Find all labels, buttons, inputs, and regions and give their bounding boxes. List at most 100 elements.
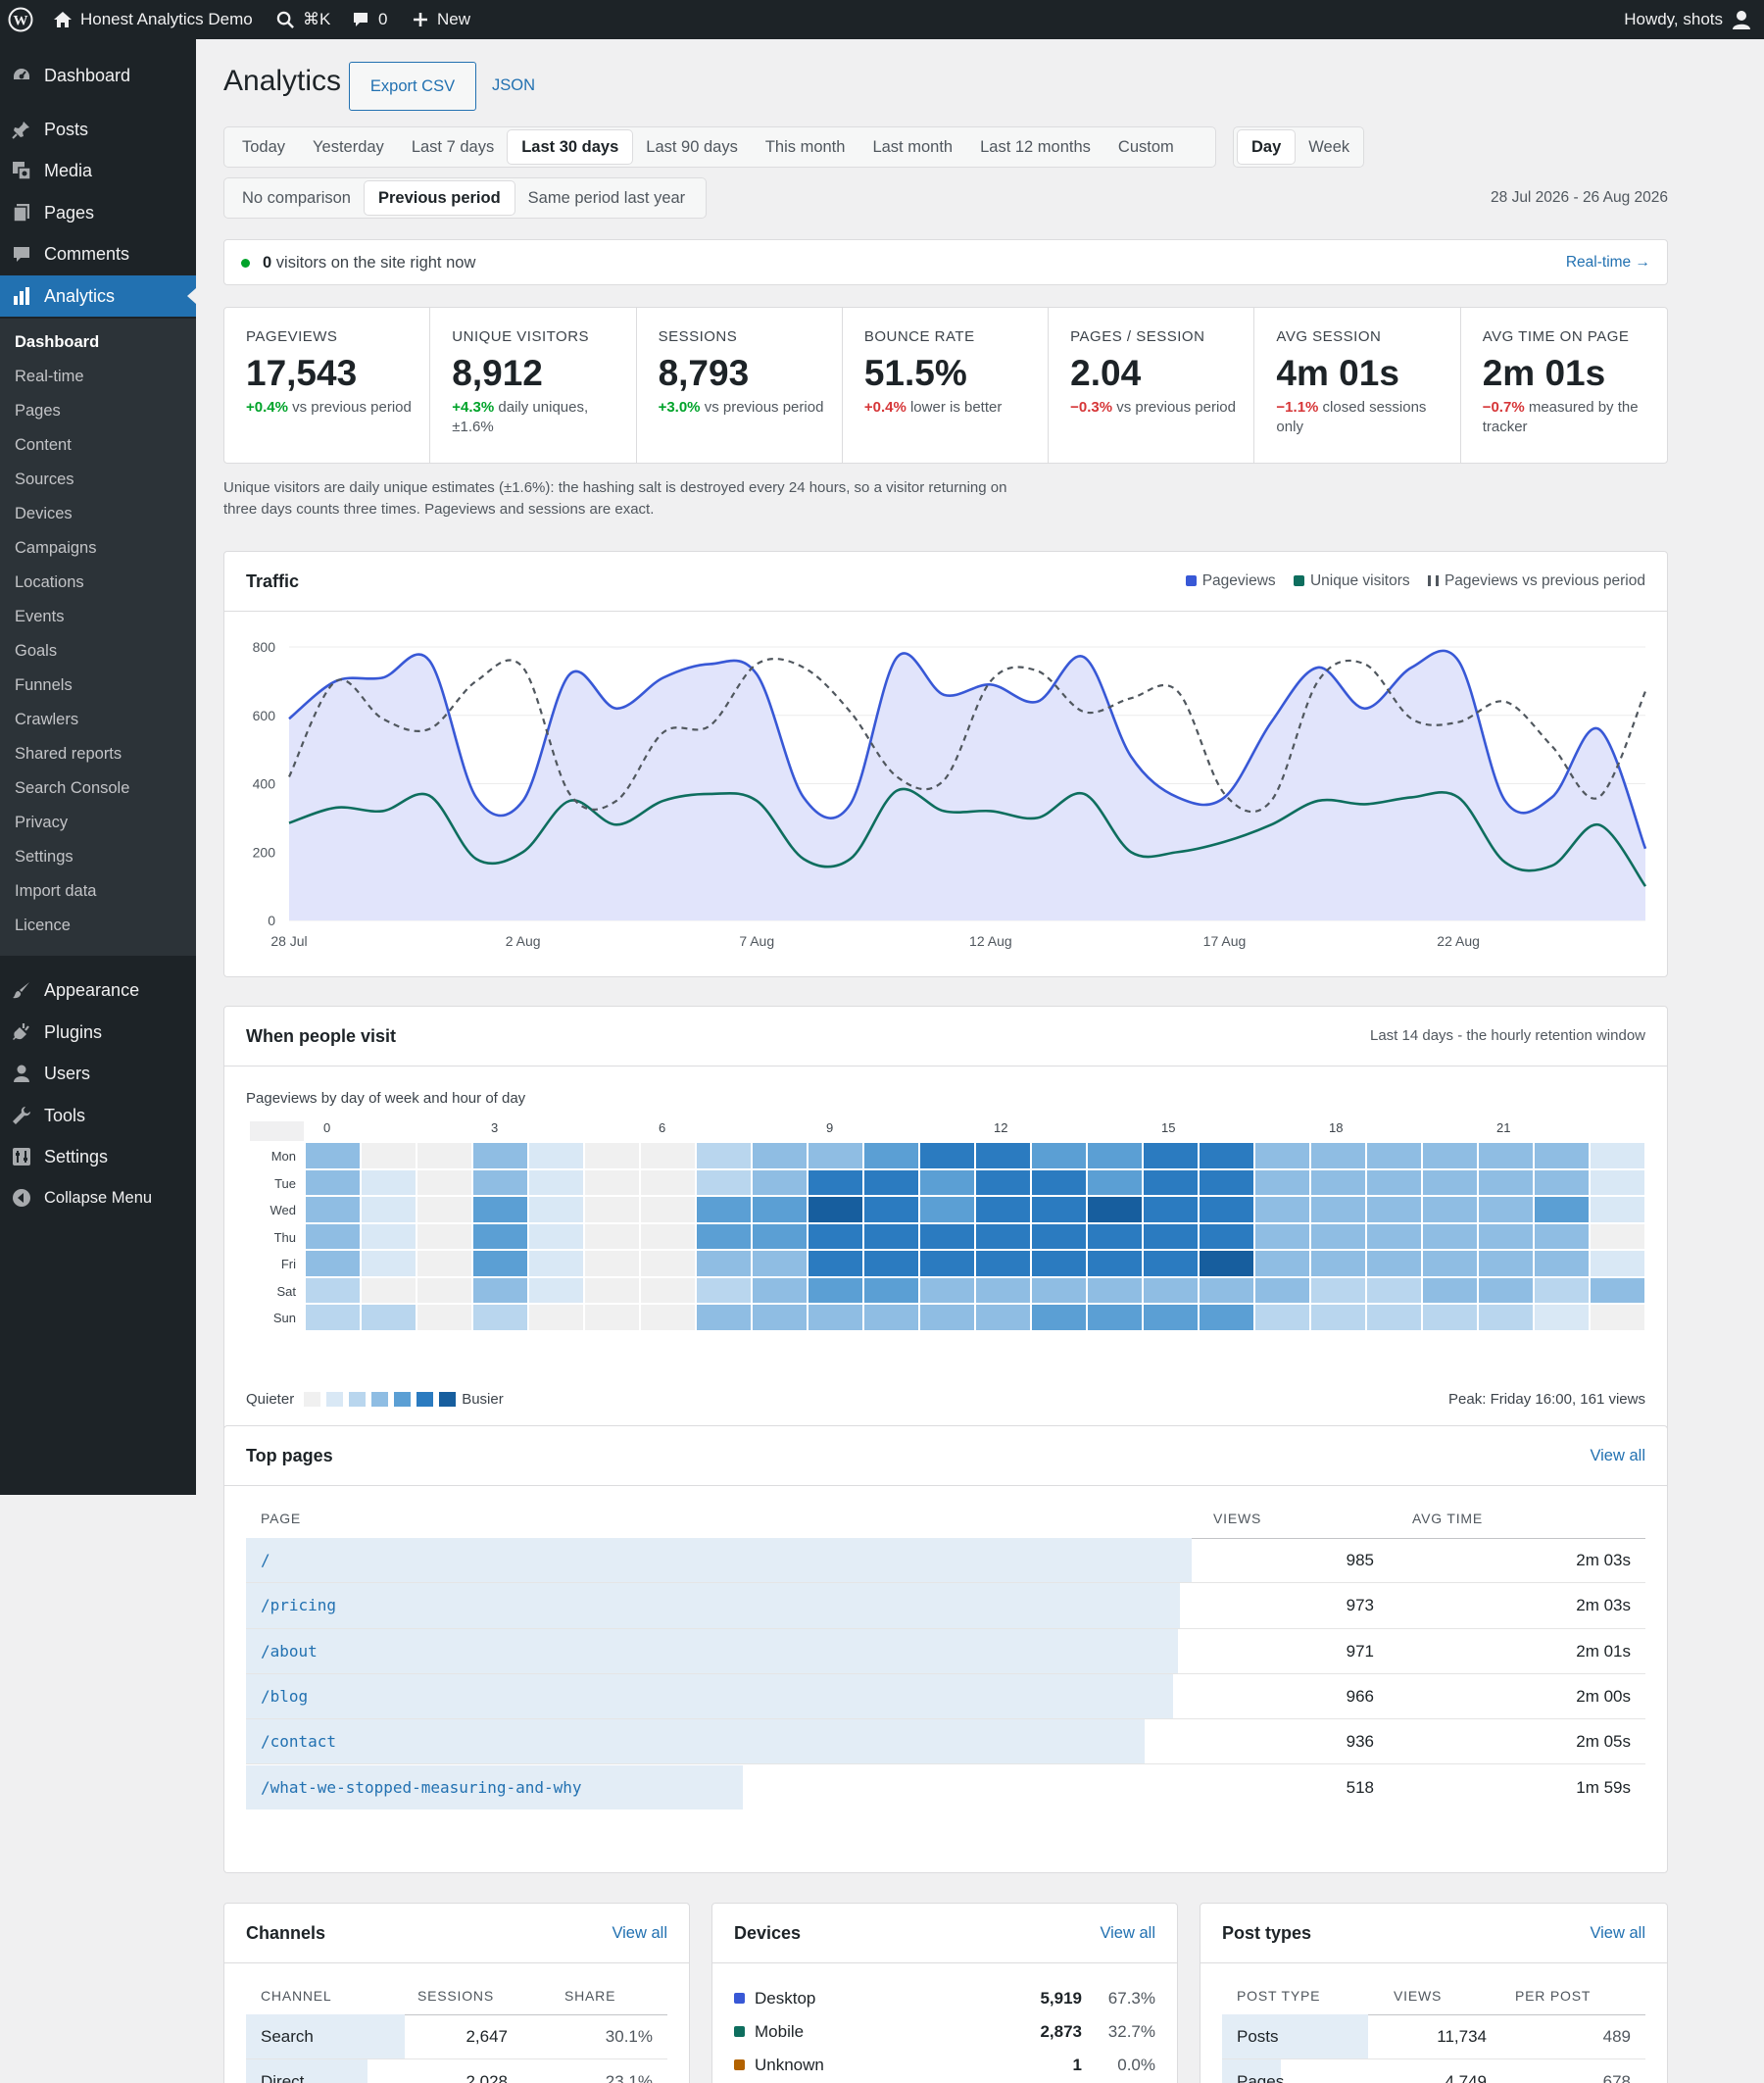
series-pageviews-vs-previous-period-point[interactable] xyxy=(375,712,389,725)
heatmap-cell[interactable] xyxy=(362,1251,416,1276)
heatmap-cell[interactable] xyxy=(1255,1251,1309,1276)
range-last-90-days[interactable]: Last 90 days xyxy=(646,138,738,156)
heatmap-cell[interactable] xyxy=(920,1169,974,1195)
series-pageviews-point[interactable] xyxy=(890,650,904,664)
heatmap-cell[interactable] xyxy=(641,1223,695,1249)
heatmap-cell[interactable] xyxy=(1367,1277,1421,1303)
series-unique-visitors-point[interactable] xyxy=(844,852,858,866)
heatmap-cell[interactable] xyxy=(976,1169,1030,1195)
series-pageviews-vs-previous-period-point[interactable] xyxy=(516,661,530,674)
heatmap-cell[interactable] xyxy=(920,1223,974,1249)
range-today[interactable]: Today xyxy=(242,138,286,156)
heatmap-cell[interactable] xyxy=(697,1223,751,1249)
submenu-crawlers[interactable]: Crawlers xyxy=(15,711,79,728)
heatmap-cell[interactable] xyxy=(473,1143,527,1168)
heatmap-cell[interactable] xyxy=(864,1197,918,1222)
heatmap-cell[interactable] xyxy=(1367,1197,1421,1222)
heatmap-cell[interactable] xyxy=(1200,1251,1253,1276)
heatmap-cell[interactable] xyxy=(529,1197,583,1222)
heatmap-cell[interactable] xyxy=(417,1223,471,1249)
heatmap-cell[interactable] xyxy=(417,1169,471,1195)
series-pageviews-vs-previous-period-point[interactable] xyxy=(469,674,483,688)
menu-pages[interactable]: Pages xyxy=(0,192,196,233)
series-pageviews-point[interactable] xyxy=(1639,842,1652,856)
heatmap-cell[interactable] xyxy=(753,1197,807,1222)
range-last-month[interactable]: Last month xyxy=(872,138,954,156)
series-unique-visitors-point[interactable] xyxy=(1124,845,1138,859)
heatmap-cell[interactable] xyxy=(1367,1143,1421,1168)
heatmap-cell[interactable] xyxy=(1088,1143,1142,1168)
heatmap-cell[interactable] xyxy=(1255,1223,1309,1249)
heatmap-cell[interactable] xyxy=(362,1197,416,1222)
heatmap-cell[interactable] xyxy=(1535,1169,1589,1195)
series-pageviews-vs-previous-period-point[interactable] xyxy=(1077,705,1091,719)
range-this-month[interactable]: This month xyxy=(764,138,846,156)
menu-posts[interactable]: Posts xyxy=(0,109,196,150)
page-link[interactable]: /what-we-stopped-measuring-and-why xyxy=(261,1777,582,1797)
submenu-settings[interactable]: Settings xyxy=(15,848,74,866)
heatmap-cell[interactable] xyxy=(641,1277,695,1303)
heatmap-cell[interactable] xyxy=(1088,1305,1142,1330)
series-unique-visitors-point[interactable] xyxy=(375,804,389,818)
series-pageviews-vs-previous-period-point[interactable] xyxy=(1498,695,1512,709)
series-pageviews-point[interactable] xyxy=(1358,702,1372,716)
menu-appearance[interactable]: Appearance xyxy=(0,969,196,1011)
comparison-previous-period[interactable]: Previous period xyxy=(364,181,514,215)
heatmap-cell[interactable] xyxy=(1144,1251,1198,1276)
heatmap-cell[interactable] xyxy=(1367,1305,1421,1330)
heatmap-cell[interactable] xyxy=(1367,1223,1421,1249)
heatmap-cell[interactable] xyxy=(1088,1197,1142,1222)
heatmap-cell[interactable] xyxy=(306,1305,360,1330)
heatmap-cell[interactable] xyxy=(1032,1169,1086,1195)
heatmap-cell[interactable] xyxy=(306,1251,360,1276)
series-pageviews-vs-previous-period-point[interactable] xyxy=(422,722,436,736)
series-pageviews-vs-previous-period-point[interactable] xyxy=(1264,794,1278,808)
heatmap-cell[interactable] xyxy=(473,1197,527,1222)
heatmap-cell[interactable] xyxy=(1144,1143,1198,1168)
heatmap-cell[interactable] xyxy=(529,1277,583,1303)
heatmap-cell[interactable] xyxy=(1144,1223,1198,1249)
series-pageviews-point[interactable] xyxy=(1451,654,1465,668)
heatmap-cell[interactable] xyxy=(1423,1277,1477,1303)
table-row[interactable]: Posts 11,734 489 xyxy=(1222,2014,1645,2059)
heatmap-cell[interactable] xyxy=(808,1305,862,1330)
heatmap-cell[interactable] xyxy=(1591,1305,1644,1330)
submenu-dashboard[interactable]: Dashboard xyxy=(15,333,100,351)
heatmap-cell[interactable] xyxy=(1591,1143,1644,1168)
heatmap-cell[interactable] xyxy=(1311,1251,1365,1276)
heatmap-cell[interactable] xyxy=(808,1251,862,1276)
series-pageviews-vs-previous-period-point[interactable] xyxy=(1217,787,1231,801)
heatmap-cell[interactable] xyxy=(1032,1277,1086,1303)
json-link[interactable]: JSON xyxy=(492,76,536,94)
series-pageviews-point[interactable] xyxy=(422,654,436,668)
series-pageviews-vs-previous-period-point[interactable] xyxy=(1124,691,1138,705)
series-pageviews-vs-previous-period-point[interactable] xyxy=(890,770,904,784)
site-name-link[interactable]: Honest Analytics Demo xyxy=(53,0,253,39)
heatmap-cell[interactable] xyxy=(1423,1223,1477,1249)
heatmap-cell[interactable] xyxy=(473,1169,527,1195)
granularity-week[interactable]: Week xyxy=(1308,138,1350,156)
series-unique-visitors-point[interactable] xyxy=(422,789,436,803)
channels-view-all[interactable]: View all xyxy=(612,1924,667,1942)
range-last-12-months[interactable]: Last 12 months xyxy=(980,138,1091,156)
heatmap-cell[interactable] xyxy=(529,1169,583,1195)
heatmap-cell[interactable] xyxy=(306,1143,360,1168)
series-pageviews-vs-previous-period-point[interactable] xyxy=(1592,790,1605,804)
series-unique-visitors-point[interactable] xyxy=(1498,856,1512,869)
menu-media[interactable]: Media xyxy=(0,150,196,191)
menu-plugins[interactable]: Plugins xyxy=(0,1012,196,1053)
series-pageviews-vs-previous-period-point[interactable] xyxy=(610,794,623,808)
heatmap-cell[interactable] xyxy=(1311,1223,1365,1249)
heatmap-cell[interactable] xyxy=(585,1305,639,1330)
series-pageviews-vs-previous-period-point[interactable] xyxy=(1404,712,1418,725)
series-pageviews-point[interactable] xyxy=(1311,661,1325,674)
heatmap-cell[interactable] xyxy=(585,1169,639,1195)
heatmap-cell[interactable] xyxy=(417,1197,471,1222)
heatmap-cell[interactable] xyxy=(697,1251,751,1276)
series-pageviews-point[interactable] xyxy=(516,794,530,808)
series-unique-visitors-point[interactable] xyxy=(1451,790,1465,804)
heatmap-cell[interactable] xyxy=(1423,1143,1477,1168)
post-types-view-all[interactable]: View all xyxy=(1590,1924,1645,1942)
series-pageviews-point[interactable] xyxy=(1124,750,1138,764)
series-pageviews-vs-previous-period-point[interactable] xyxy=(1639,684,1652,698)
